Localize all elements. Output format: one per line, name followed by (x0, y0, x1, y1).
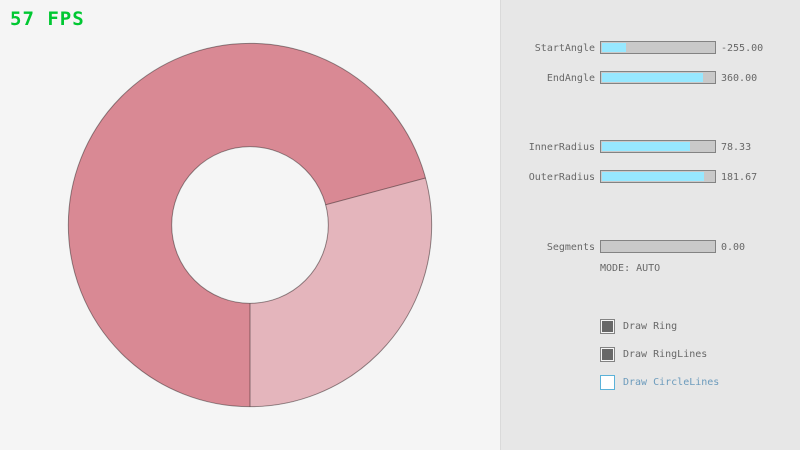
slider-label-segments: Segments (546, 242, 595, 253)
slider-innerradius-fill (602, 142, 690, 151)
slider-value-startangle: -255.00 (721, 43, 764, 54)
slider-outerradius[interactable] (600, 170, 716, 183)
slider-label-endangle: EndAngle (546, 73, 595, 84)
slider-label-innerradius: InnerRadius (528, 142, 595, 153)
slider-label-startangle: StartAngle (534, 43, 595, 54)
slider-value-endangle: 360.00 (721, 73, 758, 84)
checkbox-icon[interactable] (600, 347, 615, 362)
segments-mode-text: MODE: AUTO (600, 263, 661, 274)
slider-endangle[interactable] (600, 71, 716, 84)
ring-lines (67, 42, 433, 408)
slider-value-outerradius: 181.67 (721, 172, 758, 183)
fps-counter: 57 FPS (10, 8, 85, 30)
slider-endangle-fill (602, 73, 703, 82)
checkbox-draw-ringlines-label: Draw RingLines (623, 349, 708, 360)
slider-value-segments: 0.00 (721, 242, 746, 253)
checkbox-draw-ringlines[interactable]: Draw RingLines (600, 347, 707, 362)
checkbox-draw-circlelines[interactable]: Draw CircleLines (600, 375, 719, 390)
slider-value-innerradius: 78.33 (721, 142, 752, 153)
checkbox-icon[interactable] (600, 319, 615, 334)
slider-startangle[interactable] (600, 41, 716, 54)
ring-chart (67, 42, 433, 408)
slider-segments[interactable] (600, 240, 716, 253)
slider-outerradius-fill (602, 172, 704, 181)
ring-inner-line (171, 146, 329, 304)
checkbox-draw-ring[interactable]: Draw Ring (600, 319, 677, 334)
checkbox-icon[interactable] (600, 375, 615, 390)
checkbox-draw-ring-label: Draw Ring (623, 321, 678, 332)
slider-startangle-fill (602, 43, 627, 52)
checkbox-draw-circlelines-label: Draw CircleLines (623, 377, 720, 388)
ring-end-line (325, 177, 426, 206)
ring-outer-line (67, 42, 433, 408)
slider-label-outerradius: OuterRadius (528, 172, 595, 183)
ring-sector-single (250, 177, 432, 407)
slider-innerradius[interactable] (600, 140, 716, 153)
